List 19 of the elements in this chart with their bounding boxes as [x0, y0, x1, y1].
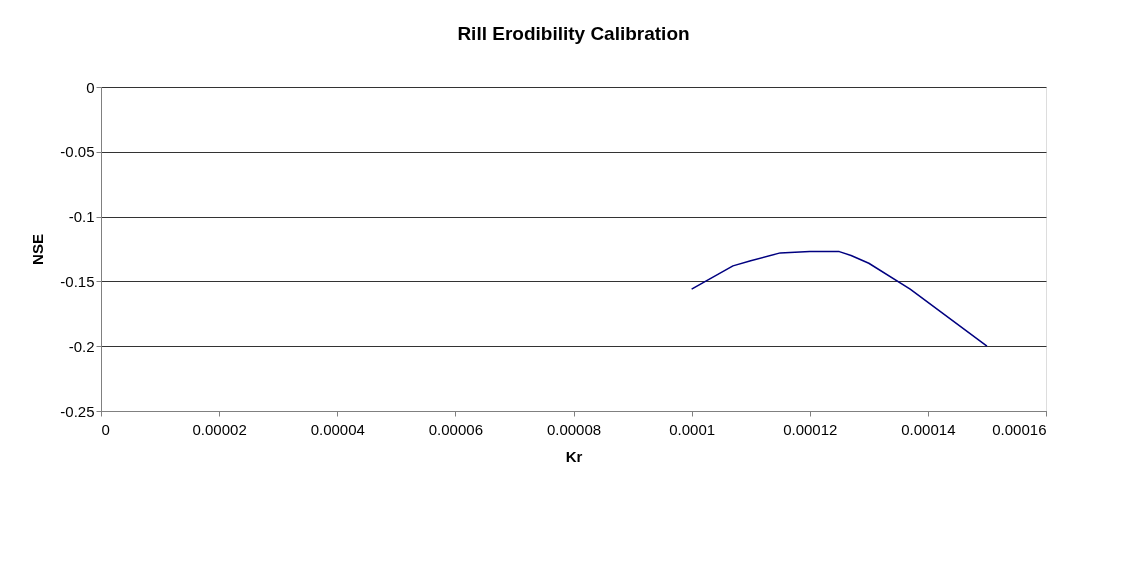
x-tick-label: 0.00006 — [428, 420, 483, 438]
x-tick-label: 0.00004 — [310, 420, 365, 438]
x-tick-label: 0.00012 — [783, 420, 838, 438]
y-tick-label: 0 — [86, 78, 95, 96]
x-tick-label: 0 — [101, 420, 110, 438]
y-tick-label: -0.25 — [60, 402, 95, 420]
chart-title: Rill Erodibility Calibration — [457, 23, 690, 44]
y-tick-label: -0.15 — [60, 272, 95, 290]
y-tick-label: -0.1 — [68, 208, 95, 226]
x-tick-label: 0.00002 — [192, 420, 247, 438]
x-tick-label: 0.0001 — [669, 420, 716, 438]
y-tick-label: -0.05 — [60, 143, 95, 161]
x-axis-title: Kr — [565, 447, 583, 465]
x-tick-label: 0.00008 — [546, 420, 602, 438]
y-tick-label: -0.2 — [68, 337, 95, 355]
x-tick-label: 0.00016 — [992, 420, 1047, 438]
y-axis-title: NSE — [29, 234, 47, 265]
x-tick-label: 0.00014 — [901, 420, 956, 438]
line-series — [690, 250, 988, 347]
